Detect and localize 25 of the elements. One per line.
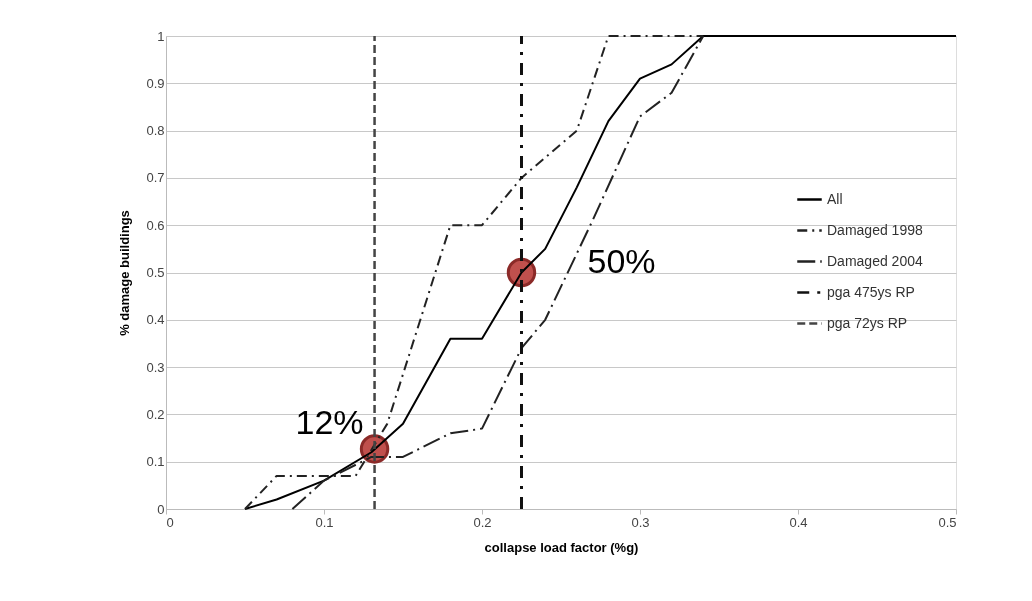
y-tick-label: 0.5 [146,265,165,280]
y-tick-label: 0.7 [146,170,165,186]
legend-label: pga 475ys RP [827,283,915,300]
x-tick-label: 0.3 [631,514,650,530]
x-tick-label: 0.4 [789,514,808,530]
y-tick-label: 1 [157,28,165,44]
y-tick-label: 0.4 [146,312,165,328]
legend-label: Damaged 2004 [827,252,923,269]
y-tick-label: 0 [157,501,165,517]
annotation: 50% [587,241,656,280]
x-tick-label: 0.1 [315,514,334,530]
y-tick-label: 0.9 [146,75,165,91]
x-axis-title: collapse load factor (%g) [484,539,639,555]
y-tick-label: 0.8 [146,123,165,139]
annotation: 12% [295,402,364,441]
legend-label: Damaged 1998 [827,221,923,238]
y-axis-title: % damage buildings [117,210,133,336]
y-tick-label: 0.1 [146,454,165,470]
y-tick-label: 0.6 [146,217,165,233]
y-tick-label: 0.3 [146,359,165,375]
legend-label: pga 72ys RP [827,314,908,331]
x-tick-label: 0.5 [938,514,957,530]
y-tick-label: 0.2 [146,406,165,422]
legend-label: All [827,190,843,207]
x-tick-label: 0.2 [473,514,492,530]
